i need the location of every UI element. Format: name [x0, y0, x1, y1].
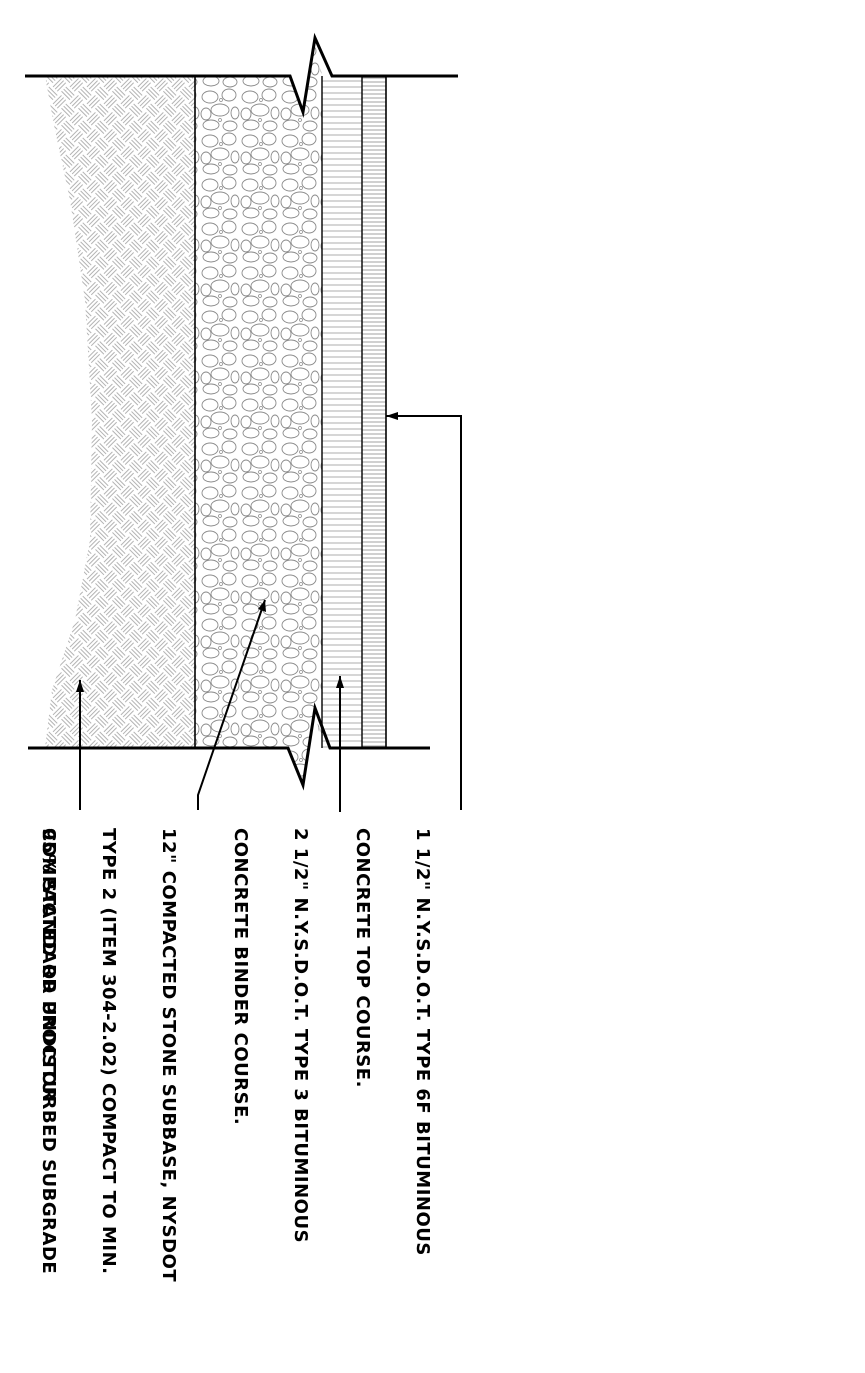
top-course-layer [362, 76, 386, 748]
leader-binder-course [336, 676, 344, 812]
bottom-break-line [28, 702, 430, 791]
note-stone-subbase-line-2: TYPE 2 (ITEM 304-2.02) COMPACT TO MIN. [98, 828, 119, 1275]
note-binder-course: 2 1/2" N.Y.S.D.O.T. TYPE 3 BITUMINOUS CO… [210, 828, 350, 1243]
leader-stone-subbase [197, 599, 266, 810]
top-break-line [25, 32, 458, 118]
note-binder-course-line-2: CONCRETE BINDER COURSE. [230, 828, 251, 1126]
note-binder-course-line-1: 2 1/2" N.Y.S.D.O.T. TYPE 3 BITUMINOUS [290, 828, 311, 1244]
note-stone-subbase-line-1: 12" COMPACTED STONE SUBBASE, NYSDOT [158, 828, 179, 1283]
note-top-course: 1 1/2" N.Y.S.D.O.T. TYPE 6F BITUMINOUS C… [332, 828, 472, 1256]
leader-top-course [386, 412, 462, 810]
leader-subgrade [76, 680, 84, 810]
subgrade-layer [45, 76, 195, 748]
note-top-course-line-2: CONCRETE TOP COURSE. [352, 828, 373, 1088]
stone-subbase-layer [195, 40, 322, 785]
note-top-course-line-1: 1 1/2" N.Y.S.D.O.T. TYPE 6F BITUMINOUS [412, 828, 433, 1256]
binder-course-layer [322, 76, 362, 748]
note-subgrade: COMPACTED OR UNDISTURBED SUBGRADE [18, 828, 98, 1274]
note-subgrade-line-1: COMPACTED OR UNDISTURBED SUBGRADE [38, 828, 59, 1275]
